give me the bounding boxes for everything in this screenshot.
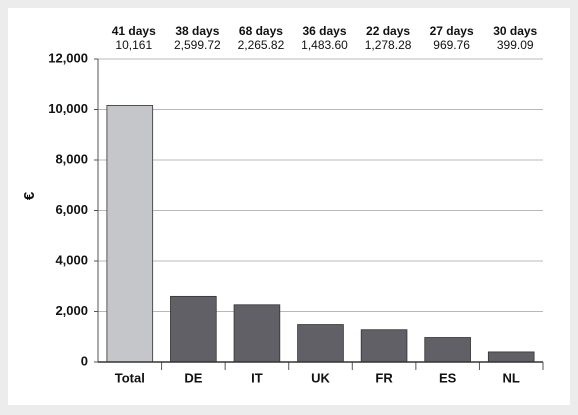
x-tick-label: NL: [503, 370, 520, 385]
x-tick-label: IT: [251, 370, 263, 385]
annotation: 41 days: [112, 24, 156, 38]
x-tick-label: ES: [439, 370, 457, 385]
x-tick-label: UK: [311, 370, 330, 385]
bar: [106, 105, 154, 363]
panel: [8, 8, 570, 405]
y-axis-label: €: [21, 191, 38, 200]
value-label: 1,278.28: [365, 38, 412, 52]
y-tick-label: 2,000: [55, 303, 88, 318]
bar: [487, 351, 535, 363]
y-tick-label: 10,000: [48, 101, 88, 116]
y-tick-label: 8,000: [55, 151, 88, 166]
bar: [360, 329, 408, 363]
annotation: 22 days: [366, 24, 410, 38]
value-label: 1,483.60: [301, 38, 348, 52]
value-label: 2,599.72: [174, 38, 221, 52]
y-tick-label: 12,000: [48, 50, 88, 65]
annotation: 68 days: [239, 24, 283, 38]
y-tick-label: 6,000: [55, 202, 88, 217]
value-label: 10,161: [115, 38, 152, 52]
annotation: 27 days: [430, 24, 474, 38]
bar: [170, 295, 217, 363]
y-tick-label: 0: [81, 353, 88, 368]
value-label: 2,265.82: [238, 38, 285, 52]
annotation: 30 days: [493, 24, 537, 38]
value-label: 969.76: [433, 38, 470, 52]
x-tick-label: FR: [375, 370, 393, 385]
annotation: 38 days: [175, 24, 219, 38]
x-tick-label: Total: [115, 370, 145, 385]
y-tick-label: 4,000: [55, 252, 88, 267]
bar: [424, 337, 471, 363]
annotation: 36 days: [302, 24, 346, 38]
bar: [233, 304, 281, 363]
x-tick-label: DE: [184, 370, 202, 385]
bar: [297, 324, 344, 363]
value-label: 399.09: [497, 38, 534, 52]
